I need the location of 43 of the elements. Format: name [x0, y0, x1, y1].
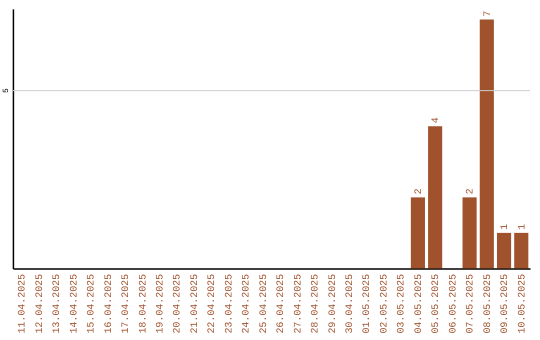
x-tick-label: 04.05.2025	[412, 274, 424, 334]
x-tick-label: 26.04.2025	[275, 274, 286, 334]
x-tick-label: 18.04.2025	[137, 274, 148, 334]
x-tick-label: 08.05.2025	[482, 274, 493, 334]
x-tick-label: 30.04.2025	[344, 274, 355, 334]
data-label: 1	[516, 224, 528, 230]
x-tick-label: 05.05.2025	[430, 274, 442, 334]
x-tick-label: 28.04.2025	[310, 274, 321, 334]
x-tick-label: 21.04.2025	[188, 274, 200, 334]
data-label: 7	[482, 10, 493, 17]
x-tick-label: 09.05.2025	[499, 274, 510, 334]
data-label: 2	[464, 188, 476, 194]
x-tick-label: 12.04.2025	[34, 274, 45, 334]
x-tick-label: 25.04.2025	[258, 274, 269, 334]
x-tick-label: 14.04.2025	[68, 274, 80, 334]
bar	[462, 197, 477, 268]
data-label: 1	[499, 224, 510, 230]
x-tick-label: 23.04.2025	[223, 274, 234, 334]
x-tick-label: 13.04.2025	[51, 274, 62, 334]
x-tick-label: 07.05.2025	[464, 274, 476, 334]
x-tick-label: 16.04.2025	[102, 274, 114, 334]
bar	[496, 232, 512, 268]
bar	[428, 126, 442, 268]
bar	[514, 232, 528, 268]
x-tick-label: 10.05.2025	[516, 274, 528, 334]
bar	[410, 197, 425, 268]
x-tick-label: 11.04.2025	[16, 274, 28, 334]
data-label: 2	[412, 188, 424, 194]
x-tick-label: 27.04.2025	[292, 274, 304, 334]
ref-line-label: 5	[2, 88, 11, 94]
bar	[480, 20, 494, 268]
x-tick-label: 20.04.2025	[172, 274, 183, 334]
x-tick-label: 24.04.2025	[240, 274, 252, 334]
x-tick-label: 03.05.2025	[396, 274, 407, 334]
x-tick-label: 15.04.2025	[86, 274, 97, 334]
x-tick-label: 29.04.2025	[326, 274, 338, 334]
x-tick-label: 22.04.2025	[206, 274, 218, 334]
x-tick-label: 19.04.2025	[154, 274, 166, 334]
x-tick-label: 06.05.2025	[447, 274, 458, 334]
x-tick-label: 02.05.2025	[378, 274, 390, 334]
x-tick-label: 17.04.2025	[120, 274, 132, 334]
data-label: 4	[430, 117, 442, 124]
x-tick-label: 01.05.2025	[361, 274, 372, 334]
